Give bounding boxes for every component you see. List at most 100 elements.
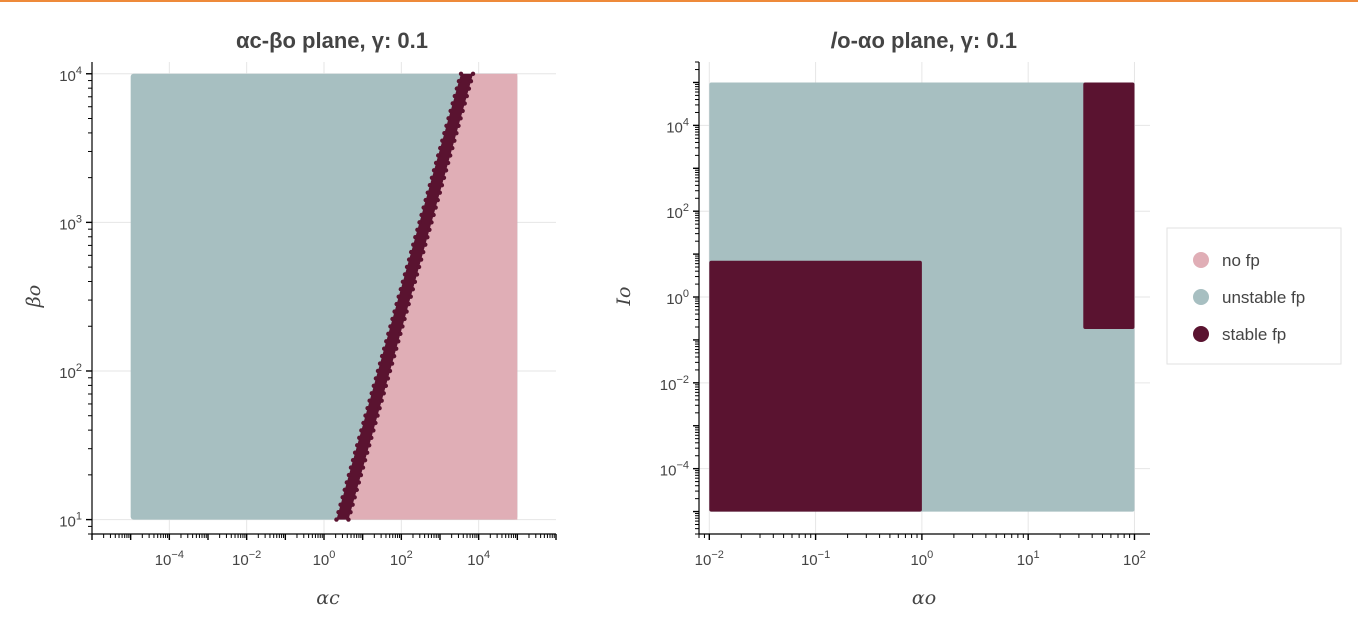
y-tick-label: 10−4 <box>660 460 689 480</box>
legend-swatch-no-fp <box>1193 252 1209 268</box>
band-edge-marker <box>369 391 374 396</box>
chart-title: αc-βo plane, γ: 0.1 <box>236 28 428 53</box>
band-edge-marker <box>450 101 455 106</box>
band-edge-marker <box>367 398 372 403</box>
y-tick-label: 101 <box>59 511 82 531</box>
band-edge-marker <box>387 368 393 374</box>
band-edge-marker <box>346 472 352 478</box>
band-edge-marker <box>447 153 453 158</box>
band-edge-marker <box>437 190 443 195</box>
band-edge-marker <box>389 361 395 366</box>
band-edge-marker <box>425 235 430 240</box>
x-tick-label: 10−2 <box>232 549 261 569</box>
x-tick-label: 10−2 <box>695 549 724 569</box>
band-edge-marker <box>435 153 441 158</box>
band-edge-marker <box>364 450 370 455</box>
band-edge-marker <box>348 465 354 470</box>
band-edge-marker <box>418 257 424 262</box>
y-tick-label: 103 <box>59 213 82 233</box>
band-edge-marker <box>382 346 387 351</box>
band-edge-marker <box>373 376 379 381</box>
band-edge-marker <box>360 465 366 470</box>
band-edge-marker <box>362 457 368 463</box>
band-edge-marker <box>450 145 455 151</box>
x-tick-label: 100 <box>313 549 336 569</box>
band-edge-marker <box>400 279 406 285</box>
band-edge-marker <box>390 316 395 322</box>
y-tick-label: 104 <box>59 65 82 85</box>
band-edge-marker <box>391 353 397 359</box>
band-edge-marker <box>433 160 439 166</box>
band-edge-marker <box>385 376 391 381</box>
y-tick-label: 102 <box>59 362 82 382</box>
band-edge-marker <box>365 405 370 411</box>
band-edge-marker <box>414 272 420 277</box>
band-edge-marker <box>452 138 457 143</box>
band-edge-marker <box>439 183 445 188</box>
chart-title: 𝐼o-αo plane, γ: 0.1 <box>830 28 1017 53</box>
band-edge-marker <box>404 309 409 314</box>
chart-panel-ac-bo: αc-βo plane, γ: 0.1 10−4 10−2 100 102 104 101… <box>23 28 557 609</box>
band-edge-marker <box>357 435 362 441</box>
band-edge-marker <box>431 168 437 173</box>
band-edge-marker <box>354 487 359 493</box>
band-edge-marker <box>406 257 412 262</box>
band-edge-marker <box>413 235 418 240</box>
band-edge-marker <box>423 242 428 247</box>
band-edge-marker <box>462 101 467 106</box>
band-edge-marker <box>388 324 393 329</box>
band-edge-marker <box>367 443 372 448</box>
band-edge-marker <box>456 123 461 128</box>
chart-panel-io-ao: 𝐼o-αo plane, γ: 0.1 10−2 10−1 100 101 102 10−… <box>613 28 1150 609</box>
band-edge-marker <box>361 420 366 426</box>
band-edge-marker <box>427 183 433 188</box>
band-edge-marker <box>441 175 447 180</box>
band-edge-marker <box>394 346 399 351</box>
x-tick-label: 102 <box>390 549 413 569</box>
band-edge-marker <box>431 212 436 218</box>
x-tick-label: 102 <box>1123 549 1146 569</box>
band-edge-marker <box>448 108 453 114</box>
y-axis-label: βo <box>23 285 45 308</box>
band-edge-marker <box>348 509 353 515</box>
band-edge-marker <box>421 205 426 210</box>
band-edge-marker <box>392 309 397 314</box>
band-edge-marker <box>468 78 474 84</box>
band-edge-marker <box>442 131 447 136</box>
y-tick-label: 102 <box>666 202 689 222</box>
band-edge-marker <box>417 220 422 225</box>
band-edge-marker <box>396 339 401 344</box>
band-edge-marker <box>423 197 428 203</box>
band-edge-marker <box>452 93 457 99</box>
legend-label-stable-fp: stable fp <box>1222 325 1286 344</box>
band-edge-marker <box>398 287 404 292</box>
band-edge-marker <box>356 480 362 485</box>
band-edge-marker <box>398 331 403 337</box>
band-edge-marker <box>438 145 443 151</box>
band-edge-marker <box>344 480 350 485</box>
legend-label-no-fp: no fp <box>1222 251 1260 270</box>
band-edge-marker <box>369 435 374 441</box>
band-edge-marker <box>458 116 463 121</box>
legend-label-unstable-fp: unstable fp <box>1222 288 1305 307</box>
band-edge-marker <box>456 78 462 84</box>
band-edge-marker <box>383 383 389 389</box>
band-edge-marker <box>394 301 399 307</box>
band-edge-marker <box>396 294 401 299</box>
x-tick-label: 10−4 <box>155 549 184 569</box>
band-edge-marker <box>384 339 389 344</box>
x-tick-label: 10−1 <box>801 549 830 569</box>
band-edge-marker <box>419 212 424 218</box>
band-edge-marker <box>340 495 345 500</box>
x-axis-label: αo <box>912 587 936 609</box>
band-edge-marker <box>460 108 465 114</box>
x-axis-label: αc <box>316 587 340 609</box>
legend-swatch-unstable-fp <box>1193 289 1209 305</box>
band-edge-marker <box>402 316 407 322</box>
band-edge-marker <box>406 301 411 307</box>
band-edge-marker <box>381 391 386 396</box>
region-stable-fp-band <box>336 73 474 520</box>
band-edge-marker <box>433 205 438 210</box>
legend-swatch-stable-fp <box>1193 326 1209 342</box>
